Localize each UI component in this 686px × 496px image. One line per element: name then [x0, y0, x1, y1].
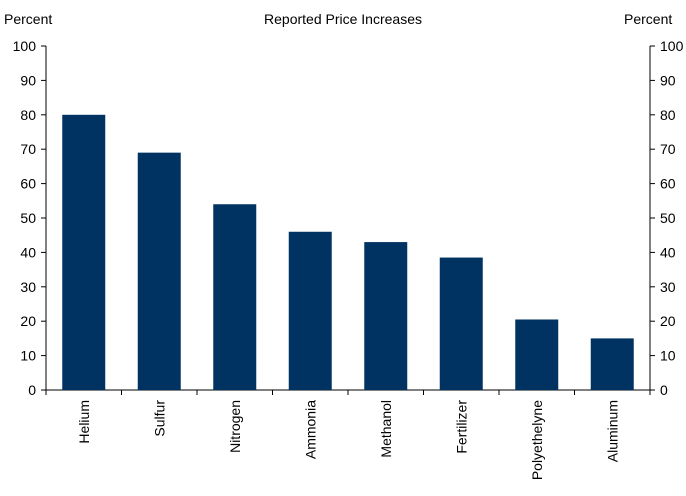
y-tick-label-right: 10 — [660, 348, 676, 364]
y-tick-label-left: 70 — [20, 141, 36, 157]
y-tick-label-right: 90 — [660, 72, 676, 88]
bar-ammonia — [288, 231, 332, 390]
x-tick-label-aluminum: Aluminum — [604, 400, 620, 462]
bar-methanol — [364, 242, 408, 390]
y-tick-label-right: 70 — [660, 141, 676, 157]
y-axis-label-left: Percent — [4, 11, 53, 27]
y-tick-label-left: 0 — [28, 382, 36, 398]
x-tick-label-sulfur: Sulfur — [151, 400, 167, 437]
x-tick-label-polyethelyne: Polyethelyne — [529, 400, 545, 480]
chart-title: Reported Price Increases — [264, 11, 422, 27]
y-tick-label-right: 40 — [660, 244, 676, 260]
bar-sulfur — [137, 152, 181, 390]
bar-aluminum — [590, 338, 634, 390]
y-tick-label-left: 60 — [20, 176, 36, 192]
y-tick-label-right: 30 — [660, 279, 676, 295]
bar-helium — [62, 114, 106, 391]
y-tick-label-right: 20 — [660, 313, 676, 329]
x-tick-label-nitrogen: Nitrogen — [227, 400, 243, 453]
y-tick-label-right: 0 — [660, 382, 668, 398]
y-tick-label-left: 40 — [20, 244, 36, 260]
y-tick-label-left: 30 — [20, 279, 36, 295]
y-tick-label-left: 50 — [20, 210, 36, 226]
y-tick-label-left: 80 — [20, 107, 36, 123]
bar-fertilizer — [439, 257, 483, 390]
x-tick-label-helium: Helium — [76, 400, 92, 444]
x-tick-label-methanol: Methanol — [378, 400, 394, 458]
y-tick-label-right: 100 — [660, 38, 684, 54]
x-tick-label-fertilizer: Fertilizer — [453, 400, 469, 454]
y-tick-label-left: 20 — [20, 313, 36, 329]
bar-polyethelyne — [515, 319, 559, 390]
y-tick-label-right: 80 — [660, 107, 676, 123]
bar-nitrogen — [213, 204, 257, 390]
y-tick-label-right: 50 — [660, 210, 676, 226]
x-tick-label-ammonia: Ammonia — [302, 400, 318, 459]
y-axis-label-right: Percent — [624, 11, 673, 27]
y-tick-label-right: 60 — [660, 176, 676, 192]
y-tick-label-left: 90 — [20, 72, 36, 88]
y-tick-label-left: 10 — [20, 348, 36, 364]
y-tick-label-left: 100 — [13, 38, 37, 54]
